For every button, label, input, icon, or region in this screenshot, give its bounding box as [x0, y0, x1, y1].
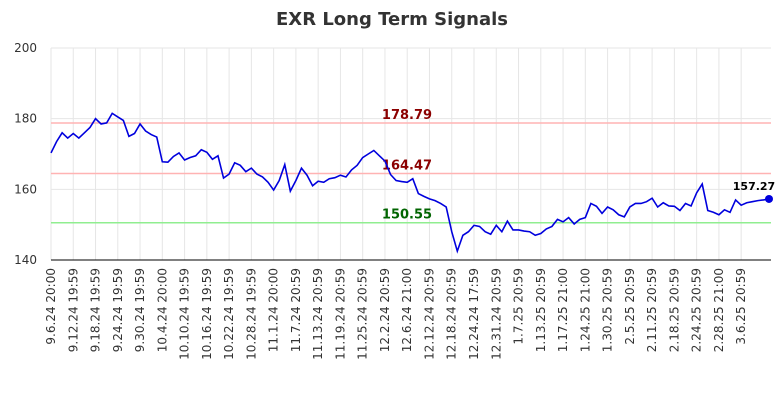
x-tick-label: 1.24.25 21:00 [578, 268, 592, 352]
x-tick-label: 12.24.24 17:59 [467, 268, 481, 360]
last-point [765, 194, 773, 203]
x-tick-label: 12.12.24 20:59 [422, 268, 436, 360]
x-tick-label: 2.24.25 20:59 [690, 268, 704, 352]
x-tick-label: 1.7.25 20:59 [512, 268, 526, 345]
x-tick-label: 11.7.24 20:59 [289, 268, 303, 352]
x-tick-label: 2.11.25 20:59 [645, 268, 659, 352]
x-tick-label: 1.30.25 20:59 [601, 268, 615, 352]
x-tick-label: 12.31.24 20:59 [489, 268, 503, 360]
x-tick-label: 11.13.24 20:59 [311, 268, 325, 360]
x-tick-label: 2.18.25 20:59 [667, 268, 681, 352]
signal-label: 150.55 [382, 208, 432, 223]
signal-label: 178.79 [382, 108, 432, 123]
y-tick-label: 160 [14, 182, 37, 196]
x-tick-label: 10.16.24 19:59 [200, 268, 214, 360]
signal-label: 164.47 [382, 159, 432, 174]
x-tick-label: 9.6.24 20:00 [44, 268, 58, 345]
x-tick-label: 11.19.24 20:59 [333, 268, 347, 360]
x-tick-label: 9.30.24 19:59 [133, 268, 147, 352]
y-tick-label: 200 [14, 41, 37, 55]
last-value-label: 157.27 [733, 180, 775, 193]
x-tick-label: 9.12.24 19:59 [66, 268, 80, 352]
y-tick-label: 140 [14, 253, 37, 267]
chart-title: EXR Long Term Signals [276, 9, 508, 30]
x-tick-label: 11.1.24 20:00 [267, 268, 281, 352]
x-tick-label: 10.10.24 19:59 [178, 268, 192, 360]
x-tick-label: 1.17.25 21:00 [556, 268, 570, 352]
x-tick-label: 12.2.24 20:59 [378, 268, 392, 352]
x-tick-label: 12.18.24 20:59 [445, 268, 459, 360]
x-tick-label: 1.13.25 20:59 [534, 268, 548, 352]
x-tick-label: 10.22.24 19:59 [222, 268, 236, 360]
price-line [50, 112, 770, 254]
x-tick-label: 3.6.25 20:59 [734, 268, 748, 345]
x-tick-label: 2.5.25 20:59 [623, 268, 637, 345]
x-tick-label: 9.24.24 19:59 [111, 268, 125, 352]
y-tick-label: 180 [14, 112, 37, 126]
x-tick-label: 9.18.24 19:59 [89, 268, 103, 352]
x-tick-label: 12.6.24 21:00 [400, 268, 414, 352]
x-tick-label: 11.25.24 20:59 [356, 268, 370, 360]
x-tick-label: 10.4.24 20:00 [155, 268, 169, 352]
x-tick-label: 10.28.24 19:59 [244, 268, 258, 360]
x-tick-label: 2.28.25 21:00 [712, 268, 726, 352]
